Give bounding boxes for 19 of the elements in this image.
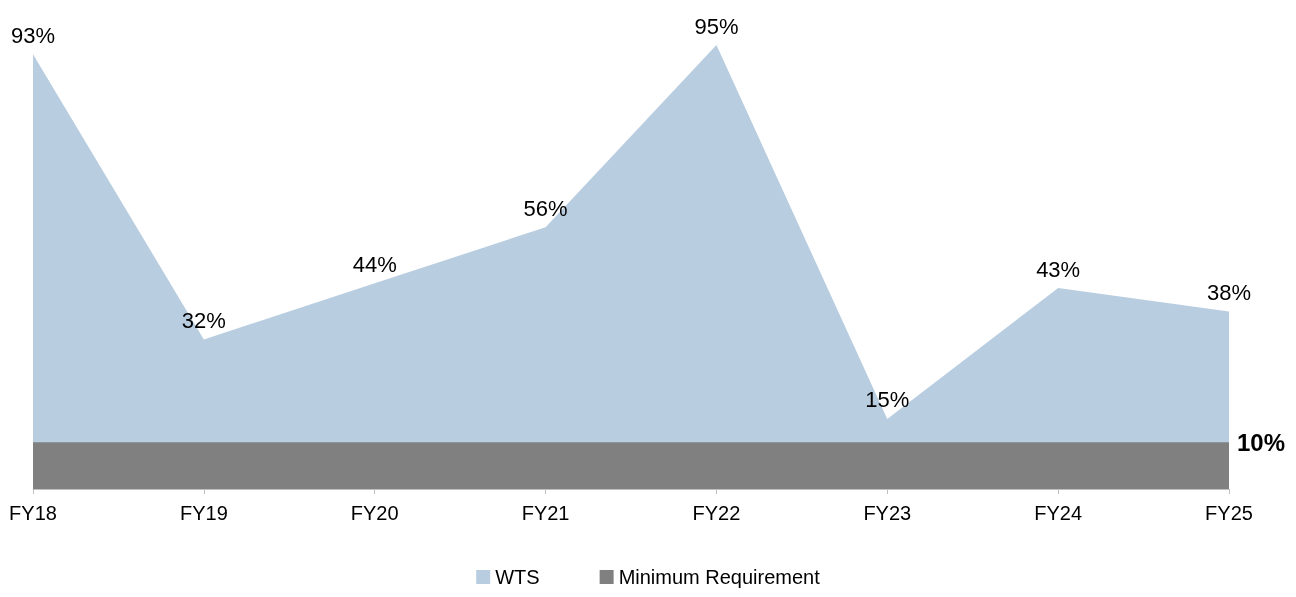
- x-tick-label: FY19: [179, 502, 228, 524]
- data-label: 56%: [523, 195, 568, 221]
- x-tick-label: FY18: [9, 502, 57, 524]
- data-label: 44%: [352, 251, 397, 277]
- data-label: 32%: [181, 307, 226, 333]
- x-tick-label: FY21: [521, 502, 570, 524]
- legend-label: Minimum Requirement: [618, 566, 821, 588]
- x-tick-label: FY24: [1034, 502, 1083, 524]
- x-tick-label: FY20: [350, 502, 399, 524]
- data-label: 38%: [1206, 279, 1252, 305]
- data-label: 93%: [10, 22, 56, 48]
- data-label: 15%: [865, 387, 910, 413]
- data-label: 10%: [1237, 428, 1286, 456]
- data-label: 95%: [694, 13, 739, 39]
- x-tick-label: FY22: [692, 502, 741, 524]
- x-tick-label: FY25: [1205, 502, 1253, 524]
- data-label: 43%: [1036, 256, 1081, 282]
- x-tick-label: FY23: [863, 502, 912, 524]
- legend-label: WTS: [495, 566, 540, 588]
